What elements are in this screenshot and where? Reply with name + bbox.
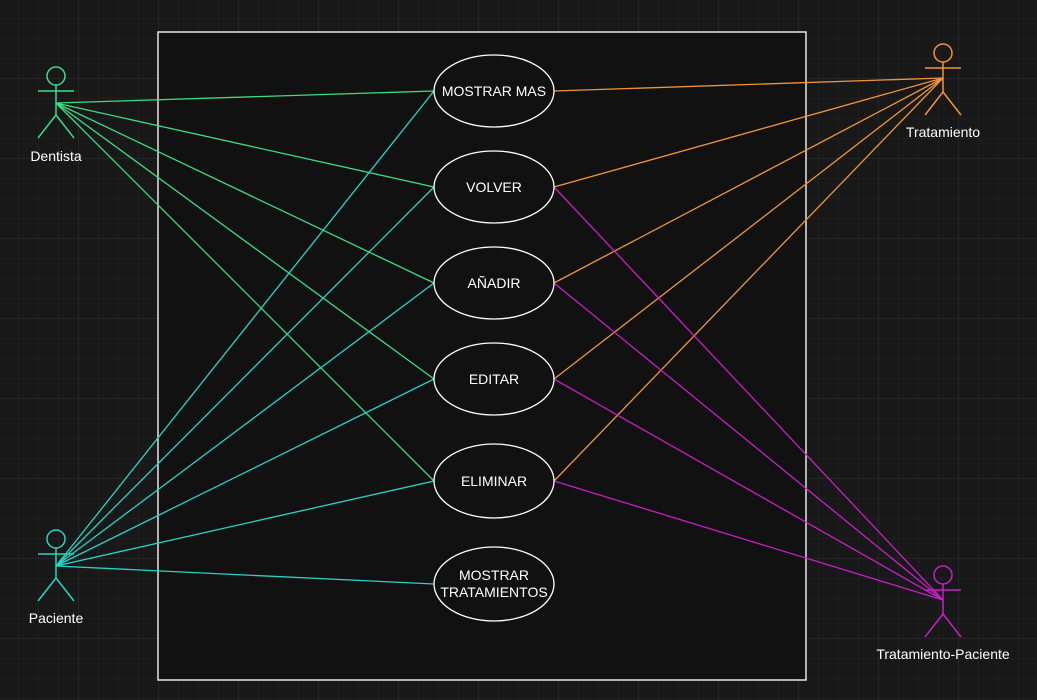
association-paciente-mostrar-tratamientos[interactable] xyxy=(55,565,435,585)
association-tratamiento-editar[interactable] xyxy=(553,77,944,380)
association-tratamiento-volver[interactable] xyxy=(553,77,944,188)
dentista-associations xyxy=(55,90,435,482)
actor-label-paciente: Paciente xyxy=(29,610,84,626)
stick-figure-icon xyxy=(924,565,962,638)
use-case-mostrar-mas[interactable]: MOSTRAR MAS xyxy=(433,54,555,128)
use-case-volver[interactable]: VOLVER xyxy=(433,150,555,224)
association-tratamiento-mostrar-mas[interactable] xyxy=(553,77,944,92)
use-case-ellipse[interactable] xyxy=(433,546,555,622)
tratamiento-associations xyxy=(553,77,944,482)
use-case-mostrar-tratamientos[interactable]: MOSTRAR TRATAMIENTOS xyxy=(433,546,555,622)
use-case-label: MOSTRAR MAS xyxy=(442,83,546,99)
actor-paciente[interactable] xyxy=(37,529,75,602)
association-tratamiento-anadir[interactable] xyxy=(553,77,944,284)
association-dentista-anadir[interactable] xyxy=(55,102,435,284)
use-case-anadir[interactable]: AÑADIR xyxy=(433,246,555,320)
stick-figure-icon xyxy=(924,43,962,116)
use-case-label: ELIMINAR xyxy=(461,473,527,489)
use-case-label: EDITAR xyxy=(469,371,519,387)
paciente-associations xyxy=(55,90,435,585)
use-case-label: VOLVER xyxy=(466,179,522,195)
use-case-ellipse[interactable] xyxy=(433,342,555,416)
use-case-ellipse[interactable] xyxy=(433,54,555,128)
association-tp-eliminar[interactable] xyxy=(553,480,944,601)
actor-dentista[interactable] xyxy=(37,66,75,139)
use-case-label: AÑADIR xyxy=(468,275,521,291)
actor-tratamiento[interactable] xyxy=(924,43,962,116)
association-tratamiento-eliminar[interactable] xyxy=(553,77,944,482)
association-dentista-editar[interactable] xyxy=(55,102,435,380)
actor-label-tratamiento: Tratamiento xyxy=(906,124,980,140)
actor-label-dentista: Dentista xyxy=(30,148,82,164)
association-paciente-anadir[interactable] xyxy=(55,282,435,567)
stick-figure-icon xyxy=(37,529,75,602)
association-tp-anadir[interactable] xyxy=(553,282,944,601)
use-case-ellipse[interactable] xyxy=(433,246,555,320)
association-tp-editar[interactable] xyxy=(553,378,944,601)
use-case-editar[interactable]: EDITAR xyxy=(433,342,555,416)
association-tp-volver[interactable] xyxy=(553,186,944,601)
use-case-label-line2: TRATAMIENTOS xyxy=(440,584,547,600)
use-case-ellipse[interactable] xyxy=(433,150,555,224)
tratamiento-paciente-associations xyxy=(553,186,944,601)
use-case-ellipse[interactable] xyxy=(433,443,555,519)
association-paciente-volver[interactable] xyxy=(55,186,435,567)
association-paciente-editar[interactable] xyxy=(55,378,435,567)
association-paciente-mostrar-mas[interactable] xyxy=(55,90,435,567)
association-dentista-volver[interactable] xyxy=(55,102,435,188)
actor-tratamiento-paciente[interactable] xyxy=(924,565,962,638)
use-case-eliminar[interactable]: ELIMINAR xyxy=(433,443,555,519)
use-case-label-line1: MOSTRAR xyxy=(459,567,529,583)
association-dentista-mostrar-mas[interactable] xyxy=(55,90,435,104)
association-dentista-eliminar[interactable] xyxy=(55,102,435,482)
association-paciente-eliminar[interactable] xyxy=(55,480,435,567)
stick-figure-icon xyxy=(37,66,75,139)
actor-label-tratamiento-paciente: Tratamiento-Paciente xyxy=(876,646,1010,662)
